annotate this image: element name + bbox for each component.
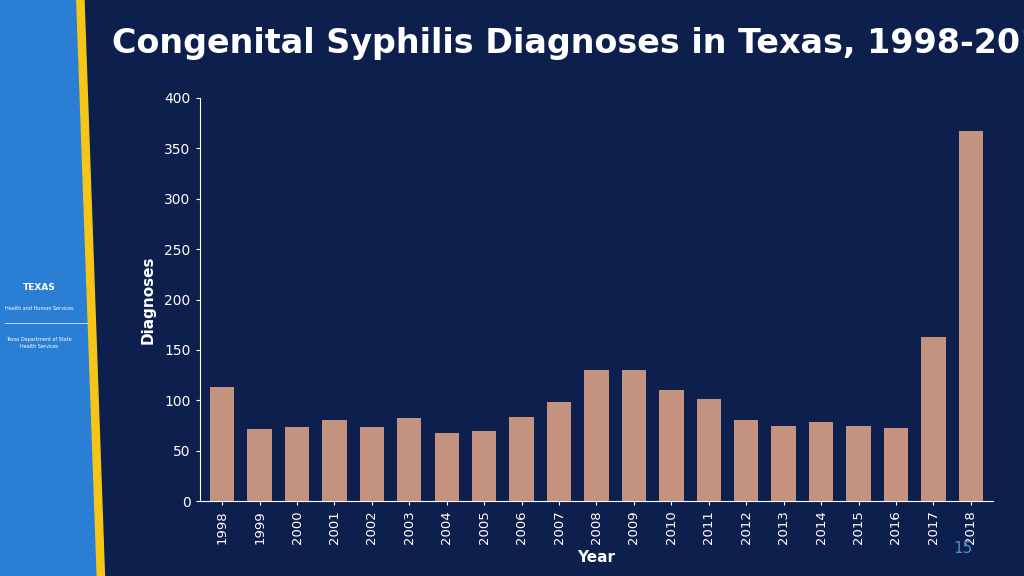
Bar bbox=[659, 391, 683, 501]
Text: Health and Human Services: Health and Human Services bbox=[5, 306, 73, 310]
Bar bbox=[510, 418, 534, 501]
Bar bbox=[472, 431, 497, 501]
Text: TEXAS: TEXAS bbox=[23, 283, 55, 293]
Bar bbox=[809, 423, 834, 501]
Bar bbox=[397, 418, 422, 501]
Text: Texas Department of State
Health Services: Texas Department of State Health Service… bbox=[6, 337, 72, 348]
Bar bbox=[547, 403, 571, 501]
Bar bbox=[922, 337, 945, 501]
Bar bbox=[359, 426, 384, 501]
X-axis label: Year: Year bbox=[578, 550, 615, 564]
Text: ★: ★ bbox=[39, 213, 49, 226]
Bar bbox=[884, 427, 908, 501]
Bar bbox=[622, 370, 646, 501]
Bar bbox=[210, 387, 234, 501]
Bar bbox=[696, 399, 721, 501]
Text: 15: 15 bbox=[953, 541, 972, 556]
Circle shape bbox=[31, 201, 57, 238]
Bar bbox=[585, 370, 608, 501]
Bar bbox=[248, 429, 271, 501]
Bar bbox=[771, 426, 796, 501]
Bar bbox=[285, 426, 309, 501]
Bar bbox=[734, 420, 759, 501]
Circle shape bbox=[16, 185, 72, 264]
Bar bbox=[958, 131, 983, 501]
Y-axis label: Diagnoses: Diagnoses bbox=[141, 255, 156, 344]
Bar bbox=[323, 420, 346, 501]
Text: ★: ★ bbox=[39, 213, 49, 226]
Text: Congenital Syphilis Diagnoses in Texas, 1998-2018: Congenital Syphilis Diagnoses in Texas, … bbox=[112, 26, 1024, 60]
Bar bbox=[847, 426, 870, 501]
Bar bbox=[434, 433, 459, 501]
